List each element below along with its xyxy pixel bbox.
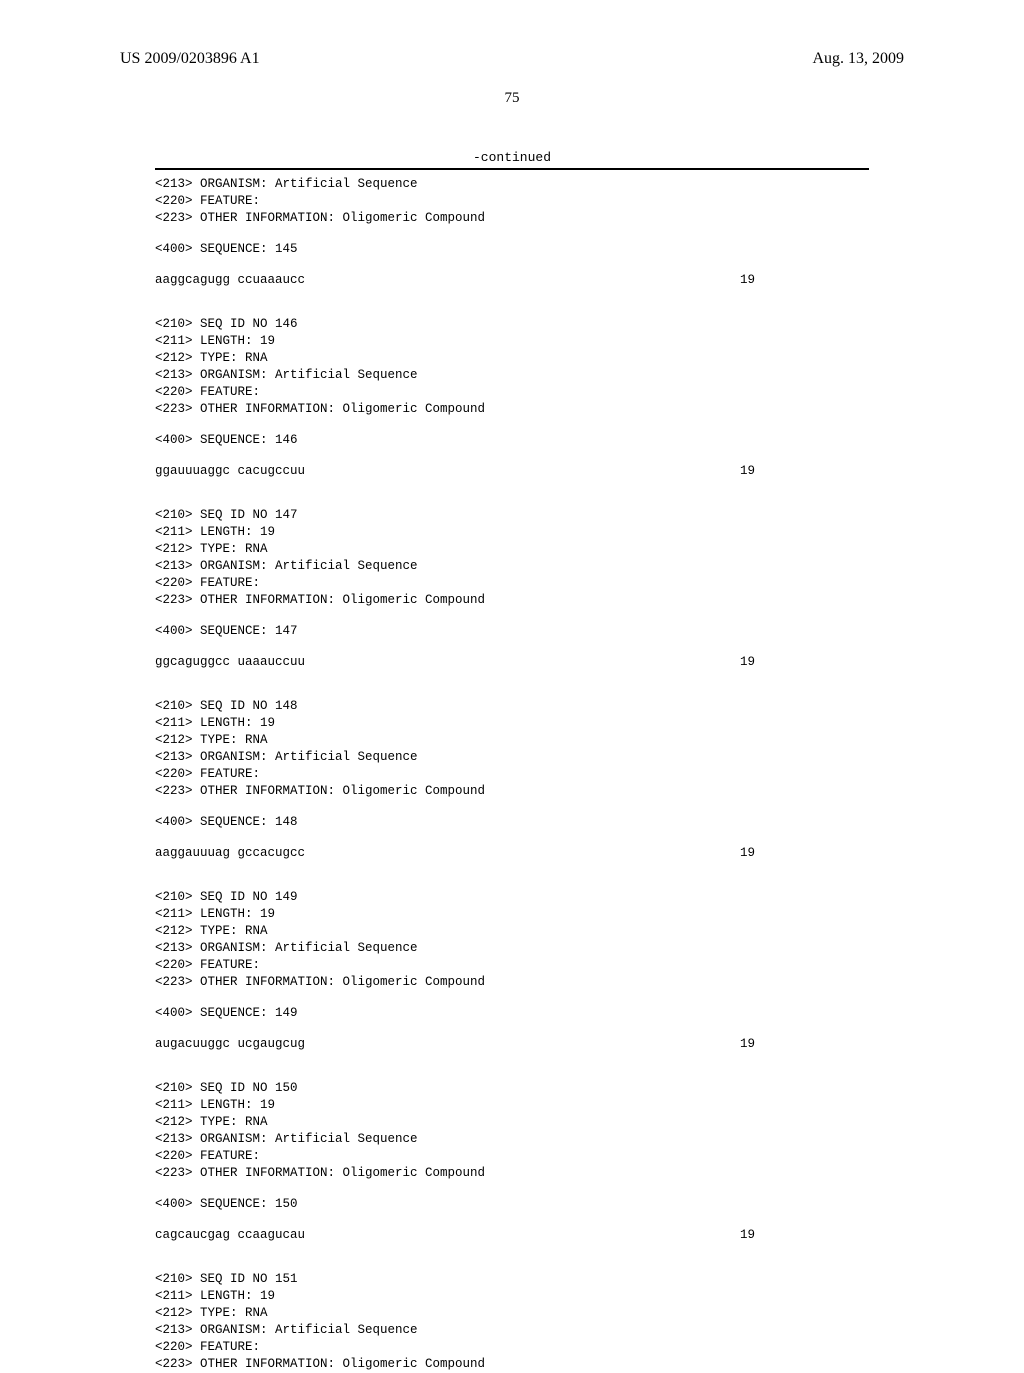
sequence-metadata-line: <223> OTHER INFORMATION: Oligomeric Comp… (155, 1165, 869, 1182)
sequence-length-number: 19 (740, 463, 755, 480)
sequence-metadata-line: <211> LENGTH: 19 (155, 333, 869, 350)
sequence-line: ggcaguggcc uaaauccuu 19 (155, 654, 755, 671)
sequence-label: <400> SEQUENCE: 148 (155, 814, 869, 831)
spacer (155, 800, 869, 814)
sequence-text: aaggauuuag gccacugcc (155, 845, 305, 862)
spacer (155, 1243, 869, 1271)
sequence-metadata-line: <212> TYPE: RNA (155, 923, 869, 940)
sequence-metadata-line: <220> FEATURE: (155, 1339, 869, 1356)
sequence-metadata-line: <212> TYPE: RNA (155, 1305, 869, 1322)
spacer (155, 640, 869, 654)
publication-number: US 2009/0203896 A1 (120, 50, 260, 68)
sequence-metadata-line: <212> TYPE: RNA (155, 350, 869, 367)
sequence-metadata-line: <211> LENGTH: 19 (155, 715, 869, 732)
sequence-metadata-line: <220> FEATURE: (155, 957, 869, 974)
spacer (155, 1182, 869, 1196)
sequence-text: augacuuggc ucgaugcug (155, 1036, 305, 1053)
sequence-text: ggcaguggcc uaaauccuu (155, 654, 305, 671)
continued-label: -continued (0, 150, 1024, 165)
sequence-metadata-line: <211> LENGTH: 19 (155, 1097, 869, 1114)
sequence-metadata-line: <210> SEQ ID NO 146 (155, 316, 869, 333)
spacer (155, 479, 869, 507)
sequence-text: aaggcagugg ccuaaaucc (155, 272, 305, 289)
sequence-metadata-line: <213> ORGANISM: Artificial Sequence (155, 176, 869, 193)
spacer (155, 227, 869, 241)
sequence-metadata-line: <213> ORGANISM: Artificial Sequence (155, 1322, 869, 1339)
sequence-length-number: 19 (740, 1227, 755, 1244)
sequence-metadata-line: <213> ORGANISM: Artificial Sequence (155, 367, 869, 384)
sequence-length-number: 19 (740, 654, 755, 671)
sequence-label: <400> SEQUENCE: 150 (155, 1196, 869, 1213)
sequence-metadata-line: <223> OTHER INFORMATION: Oligomeric Comp… (155, 783, 869, 800)
sequence-line: cagcaucgag ccaagucau 19 (155, 1227, 755, 1244)
sequence-metadata-line: <210> SEQ ID NO 151 (155, 1271, 869, 1288)
spacer (155, 418, 869, 432)
sequence-line: ggauuuaggc cacugccuu 19 (155, 463, 755, 480)
sequence-metadata-line: <220> FEATURE: (155, 193, 869, 210)
spacer (155, 258, 869, 272)
sequence-label: <400> SEQUENCE: 145 (155, 241, 869, 258)
spacer (155, 449, 869, 463)
sequence-metadata-line: <210> SEQ ID NO 149 (155, 889, 869, 906)
sequence-metadata-line: <211> LENGTH: 19 (155, 524, 869, 541)
spacer (155, 861, 869, 889)
sequence-metadata-line: <223> OTHER INFORMATION: Oligomeric Comp… (155, 210, 869, 227)
sequence-metadata-line: <223> OTHER INFORMATION: Oligomeric Comp… (155, 1356, 869, 1373)
sequence-label: <400> SEQUENCE: 147 (155, 623, 869, 640)
sequence-metadata-line: <220> FEATURE: (155, 384, 869, 401)
sequence-metadata-line: <220> FEATURE: (155, 1148, 869, 1165)
sequence-line: augacuuggc ucgaugcug 19 (155, 1036, 755, 1053)
sequence-metadata-line: <223> OTHER INFORMATION: Oligomeric Comp… (155, 974, 869, 991)
sequence-metadata-line: <210> SEQ ID NO 148 (155, 698, 869, 715)
spacer (155, 288, 869, 316)
sequence-metadata-line: <213> ORGANISM: Artificial Sequence (155, 940, 869, 957)
sequence-metadata-line: <213> ORGANISM: Artificial Sequence (155, 749, 869, 766)
sequence-metadata-line: <212> TYPE: RNA (155, 1114, 869, 1131)
page-number: 75 (0, 90, 1024, 107)
sequence-metadata-line: <213> ORGANISM: Artificial Sequence (155, 558, 869, 575)
sequence-metadata-line: <211> LENGTH: 19 (155, 906, 869, 923)
sequence-metadata-line: <223> OTHER INFORMATION: Oligomeric Comp… (155, 401, 869, 418)
sequence-metadata-line: <213> ORGANISM: Artificial Sequence (155, 1131, 869, 1148)
sequence-metadata-line: <211> LENGTH: 19 (155, 1288, 869, 1305)
sequence-metadata-line: <220> FEATURE: (155, 575, 869, 592)
publication-date: Aug. 13, 2009 (812, 50, 904, 68)
sequence-metadata-line: <223> OTHER INFORMATION: Oligomeric Comp… (155, 592, 869, 609)
sequence-length-number: 19 (740, 272, 755, 289)
spacer (155, 670, 869, 698)
sequence-text: cagcaucgag ccaagucau (155, 1227, 305, 1244)
sequence-metadata-line: <212> TYPE: RNA (155, 732, 869, 749)
sequence-text: ggauuuaggc cacugccuu (155, 463, 305, 480)
sequence-metadata-line: <212> TYPE: RNA (155, 541, 869, 558)
sequence-line: aaggcagugg ccuaaaucc 19 (155, 272, 755, 289)
horizontal-rule (155, 168, 869, 170)
sequence-listing-body: <213> ORGANISM: Artificial Sequence<220>… (155, 176, 869, 1373)
sequence-line: aaggauuuag gccacugcc 19 (155, 845, 755, 862)
spacer (155, 1213, 869, 1227)
spacer (155, 991, 869, 1005)
spacer (155, 831, 869, 845)
sequence-length-number: 19 (740, 845, 755, 862)
sequence-metadata-line: <220> FEATURE: (155, 766, 869, 783)
spacer (155, 1022, 869, 1036)
sequence-label: <400> SEQUENCE: 149 (155, 1005, 869, 1022)
spacer (155, 609, 869, 623)
spacer (155, 1052, 869, 1080)
sequence-metadata-line: <210> SEQ ID NO 150 (155, 1080, 869, 1097)
sequence-metadata-line: <210> SEQ ID NO 147 (155, 507, 869, 524)
sequence-label: <400> SEQUENCE: 146 (155, 432, 869, 449)
sequence-length-number: 19 (740, 1036, 755, 1053)
